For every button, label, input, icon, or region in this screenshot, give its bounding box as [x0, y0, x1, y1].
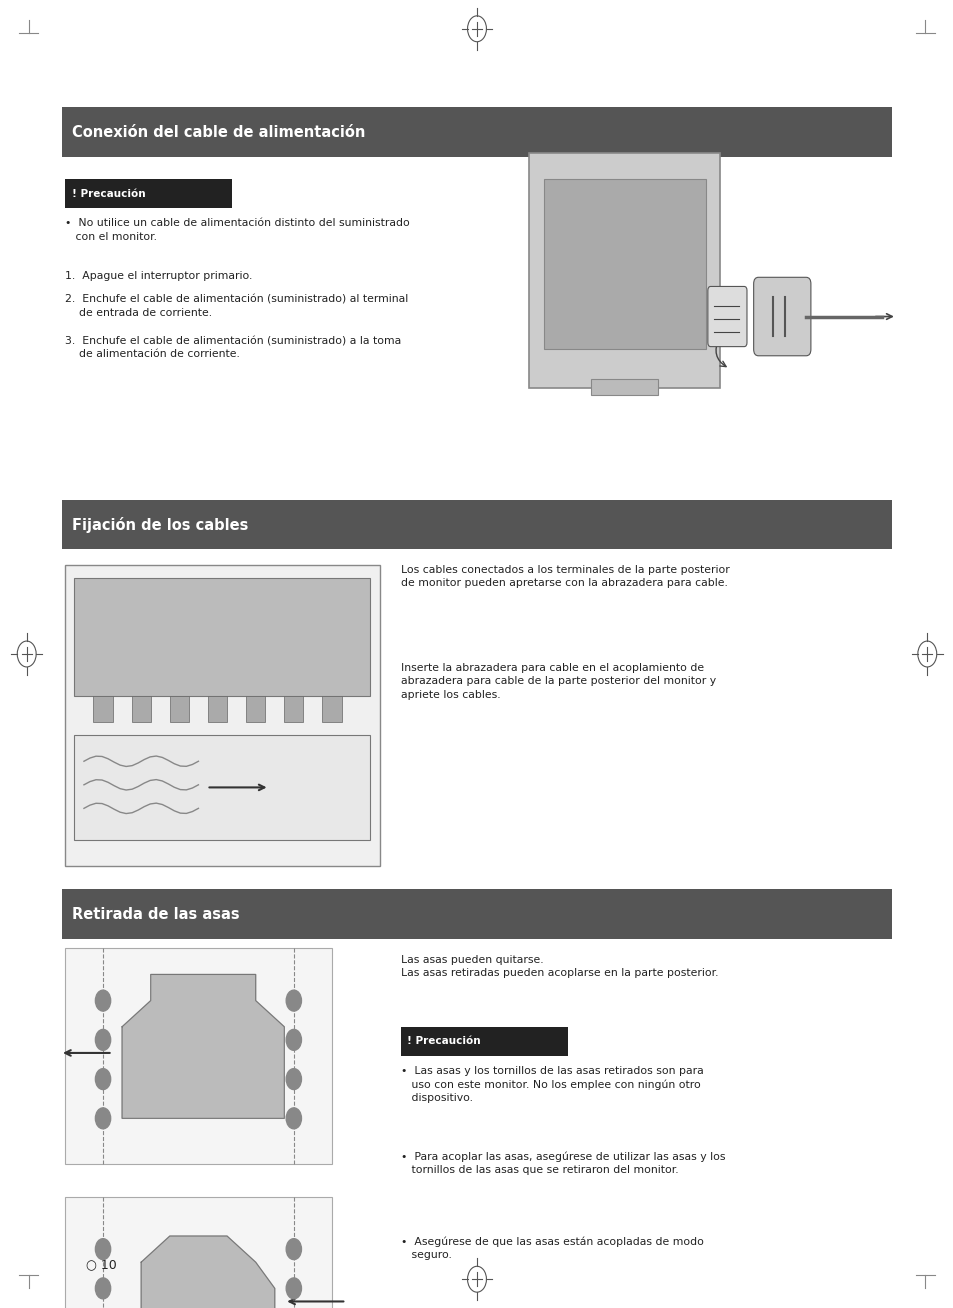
Circle shape — [95, 1108, 111, 1129]
FancyBboxPatch shape — [62, 500, 891, 549]
Text: •  Las asas y los tornillos de las asas retirados son para
   uso con este monit: • Las asas y los tornillos de las asas r… — [400, 1066, 702, 1103]
Circle shape — [95, 990, 111, 1011]
Circle shape — [95, 1278, 111, 1299]
FancyBboxPatch shape — [65, 1197, 332, 1308]
FancyBboxPatch shape — [65, 179, 232, 208]
Circle shape — [95, 1069, 111, 1090]
FancyBboxPatch shape — [322, 696, 341, 722]
Text: 2.  Enchufe el cable de alimentación (suministrado) al terminal
    de entrada d: 2. Enchufe el cable de alimentación (sum… — [65, 294, 408, 318]
FancyBboxPatch shape — [529, 153, 720, 388]
FancyBboxPatch shape — [170, 696, 189, 722]
Text: Los cables conectados a los terminales de la parte posterior
de monitor pueden a: Los cables conectados a los terminales d… — [400, 565, 729, 589]
FancyBboxPatch shape — [62, 889, 891, 939]
Text: 3.  Enchufe el cable de alimentación (suministrado) a la toma
    de alimentació: 3. Enchufe el cable de alimentación (sum… — [65, 336, 400, 360]
FancyBboxPatch shape — [208, 696, 227, 722]
Text: Fijación de los cables: Fijación de los cables — [71, 517, 248, 532]
Text: 1.  Apague el interruptor primario.: 1. Apague el interruptor primario. — [65, 271, 252, 281]
Circle shape — [95, 1029, 111, 1050]
FancyBboxPatch shape — [591, 379, 658, 395]
Text: Inserte la abrazadera para cable en el acoplamiento de
abrazadera para cable de : Inserte la abrazadera para cable en el a… — [400, 663, 715, 700]
Text: Las asas pueden quitarse.
Las asas retiradas pueden acoplarse en la parte poster: Las asas pueden quitarse. Las asas retir… — [400, 955, 718, 978]
FancyBboxPatch shape — [74, 578, 370, 696]
Circle shape — [286, 990, 301, 1011]
FancyBboxPatch shape — [284, 696, 303, 722]
Circle shape — [286, 1239, 301, 1260]
Circle shape — [286, 1108, 301, 1129]
FancyBboxPatch shape — [74, 735, 370, 840]
Text: ! Precaución: ! Precaución — [407, 1036, 480, 1046]
Text: ! Precaución: ! Precaución — [71, 188, 145, 199]
Text: Conexión del cable de alimentación: Conexión del cable de alimentación — [71, 124, 365, 140]
FancyBboxPatch shape — [543, 179, 705, 349]
Text: •  No utilice un cable de alimentación distinto del suministrado
   con el monit: • No utilice un cable de alimentación di… — [65, 218, 409, 242]
Text: ○ 10: ○ 10 — [86, 1258, 116, 1271]
Circle shape — [286, 1278, 301, 1299]
FancyBboxPatch shape — [753, 277, 810, 356]
FancyBboxPatch shape — [707, 286, 746, 347]
Polygon shape — [141, 1236, 274, 1308]
Circle shape — [286, 1069, 301, 1090]
FancyBboxPatch shape — [400, 1027, 567, 1056]
Text: •  Asegúrese de que las asas están acopladas de modo
   seguro.: • Asegúrese de que las asas están acopla… — [400, 1236, 702, 1260]
Polygon shape — [122, 974, 284, 1118]
Text: Retirada de las asas: Retirada de las asas — [71, 906, 239, 922]
Text: •  Para acoplar las asas, asegúrese de utilizar las asas y los
   tornillos de l: • Para acoplar las asas, asegúrese de ut… — [400, 1151, 724, 1175]
FancyBboxPatch shape — [65, 948, 332, 1164]
FancyBboxPatch shape — [246, 696, 265, 722]
FancyBboxPatch shape — [62, 107, 891, 157]
FancyBboxPatch shape — [65, 565, 379, 866]
Circle shape — [286, 1029, 301, 1050]
FancyBboxPatch shape — [132, 696, 151, 722]
FancyBboxPatch shape — [93, 696, 112, 722]
Circle shape — [95, 1239, 111, 1260]
